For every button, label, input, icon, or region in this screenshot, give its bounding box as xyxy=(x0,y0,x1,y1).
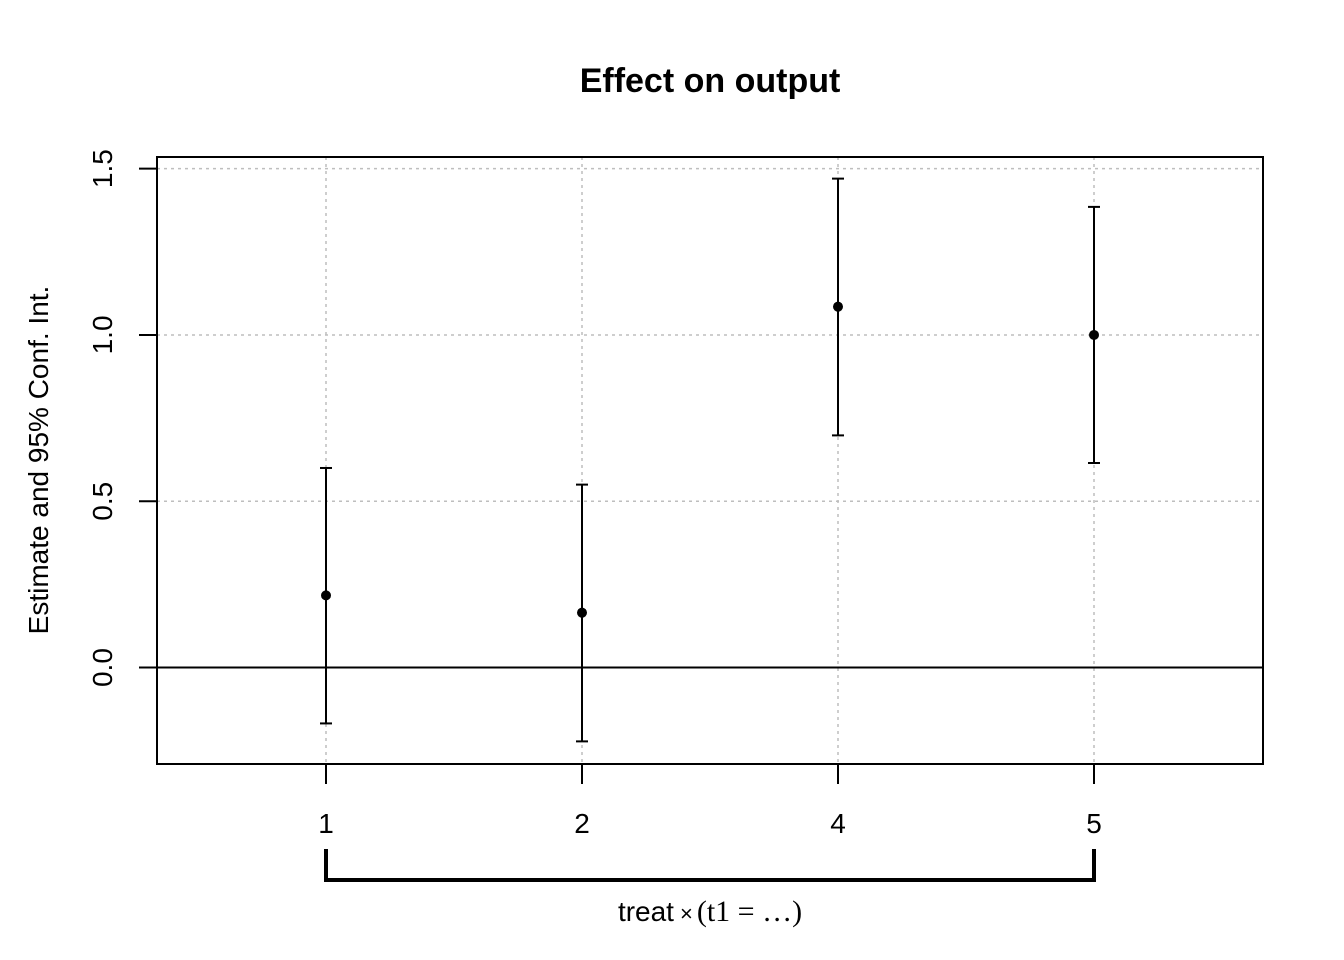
y-tick-label: 0.0 xyxy=(87,648,118,687)
estimate-point xyxy=(833,301,843,312)
x-tick-label: 4 xyxy=(830,808,846,839)
x-group-expression: (t1 = …) xyxy=(697,895,802,928)
x-group-label: treat × (t1 = …) xyxy=(618,895,802,928)
x-group-operator: × xyxy=(680,901,693,926)
estimate-point xyxy=(1089,329,1099,340)
estimate-point xyxy=(321,590,331,601)
x-tick-label: 1 xyxy=(318,808,334,839)
vertical-gridlines xyxy=(325,157,1095,764)
x-group-prefix: treat xyxy=(618,896,674,927)
horizontal-gridlines xyxy=(157,167,1263,502)
plot-frame xyxy=(156,156,1264,765)
estimate-point xyxy=(577,607,587,618)
x-tick-label: 5 xyxy=(1086,808,1102,839)
y-axis-label: Estimate and 95% Conf. Int. xyxy=(23,286,54,635)
x-axis: 1 2 4 5 xyxy=(318,764,1102,839)
y-tick-label: 0.5 xyxy=(87,482,118,521)
group-bracket xyxy=(324,849,1096,882)
x-tick-label: 2 xyxy=(574,808,590,839)
chart-title: Effect on output xyxy=(580,62,841,100)
y-tick-label: 1.0 xyxy=(87,315,118,354)
y-tick-label: 1.5 xyxy=(87,149,118,188)
estimate-points xyxy=(321,301,1099,618)
error-bars xyxy=(320,177,1100,743)
y-axis: 0.0 0.5 1.0 1.5 xyxy=(87,149,157,687)
